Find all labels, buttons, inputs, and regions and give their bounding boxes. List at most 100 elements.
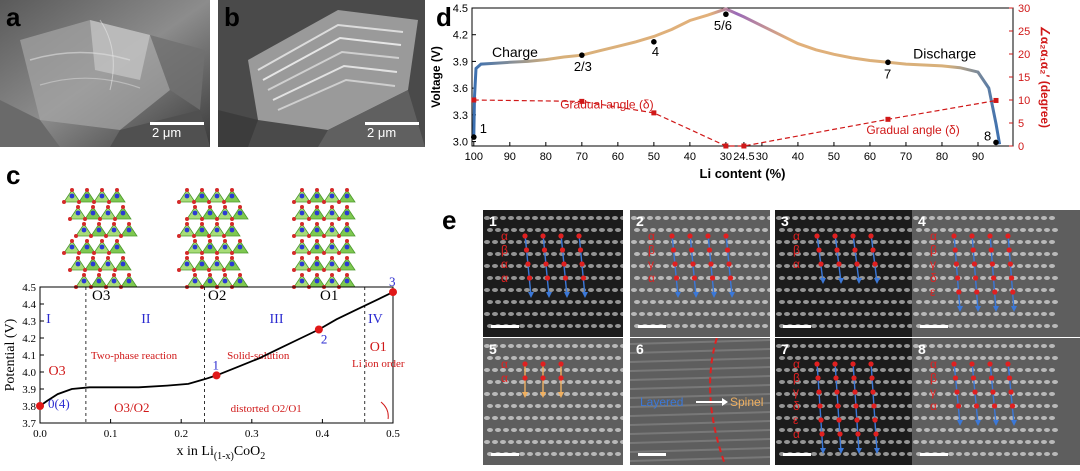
atom-column xyxy=(508,312,514,316)
atom-column xyxy=(754,252,760,256)
atom-column xyxy=(964,324,970,328)
atom-column xyxy=(620,440,623,444)
atom-column xyxy=(872,312,878,316)
tile-scale-bar xyxy=(783,453,811,456)
atom-column xyxy=(647,264,653,268)
oxygen-atom xyxy=(106,256,110,260)
oxygen-atom xyxy=(207,268,211,272)
atom-column xyxy=(532,264,538,268)
atom-column xyxy=(1028,228,1034,232)
atom-column xyxy=(940,356,946,360)
atom-column xyxy=(811,380,817,384)
atom-column xyxy=(880,288,886,292)
atom-column xyxy=(588,416,594,420)
atom-column xyxy=(985,312,991,316)
atom-column xyxy=(759,288,765,292)
atom-column xyxy=(784,440,790,444)
atom-column xyxy=(972,380,978,384)
sem-texture-a xyxy=(0,0,210,147)
atom-column xyxy=(924,428,930,432)
atom-column xyxy=(743,240,749,244)
atom-column xyxy=(674,228,680,232)
cobalt-atom xyxy=(299,227,305,233)
oxygen-atom xyxy=(345,239,349,243)
atom-column xyxy=(690,228,696,232)
atom-marker xyxy=(726,261,732,267)
atom-column xyxy=(767,264,770,268)
sem-image-a xyxy=(0,0,210,147)
atom-column xyxy=(875,228,881,232)
atom-column xyxy=(872,288,878,292)
atom-column xyxy=(639,240,645,244)
atom-marker xyxy=(559,247,566,253)
oxygen-atom xyxy=(106,205,110,209)
atom-column xyxy=(969,344,975,348)
atom-column xyxy=(859,428,865,432)
oxygen-atom xyxy=(345,188,349,192)
atom-column xyxy=(1049,216,1055,220)
atom-column xyxy=(1020,276,1026,280)
atom-column xyxy=(612,264,618,268)
atom-column xyxy=(1012,452,1018,456)
atom-column xyxy=(484,416,490,420)
atom-column xyxy=(1012,428,1018,432)
atom-column xyxy=(880,240,886,244)
stacking-label: β xyxy=(930,371,937,385)
atom-column xyxy=(591,452,597,456)
atom-column xyxy=(904,344,910,348)
atom-column xyxy=(492,264,498,268)
atom-column xyxy=(754,228,760,232)
marked-point xyxy=(314,325,323,334)
oxygen-atom xyxy=(97,222,101,226)
atom-column xyxy=(500,344,506,348)
atom-column xyxy=(824,368,830,372)
tile-number: 8 xyxy=(918,341,926,357)
atom-column xyxy=(508,344,514,348)
atom-column xyxy=(591,228,597,232)
atom-column xyxy=(891,300,897,304)
atom-column xyxy=(1028,428,1034,432)
atom-column xyxy=(559,404,565,408)
atom-column xyxy=(548,392,554,396)
oxygen-atom xyxy=(345,273,349,277)
oxygen-atom xyxy=(300,222,304,226)
y-tick-label: 3.8 xyxy=(22,401,36,413)
atom-column xyxy=(977,312,983,316)
tile-number: 2 xyxy=(636,213,644,229)
atom-column xyxy=(559,356,565,360)
x-tick-label: 0.5 xyxy=(386,428,400,440)
atom-column xyxy=(937,368,943,372)
atom-column xyxy=(722,276,728,280)
atom-column xyxy=(787,300,793,304)
oxygen-atom xyxy=(76,205,80,209)
atom-column xyxy=(956,380,962,384)
structure-label-o2: O2 xyxy=(208,288,226,304)
atom-column xyxy=(843,428,849,432)
atom-column xyxy=(824,344,830,348)
atom-column xyxy=(940,380,946,384)
atom-marker xyxy=(992,289,998,295)
angle-marker xyxy=(885,116,891,122)
atom-column xyxy=(759,312,765,316)
atom-column xyxy=(1036,228,1042,232)
atom-column xyxy=(1049,344,1055,348)
cobalt-atom xyxy=(207,210,213,216)
atom-column xyxy=(588,288,594,292)
atom-marker xyxy=(540,375,546,381)
cobalt-atom xyxy=(214,261,220,267)
atom-column xyxy=(511,404,517,408)
atom-column xyxy=(937,312,943,316)
atom-column xyxy=(543,228,549,232)
atom-column xyxy=(921,288,927,292)
atom-column xyxy=(945,288,951,292)
atom-column xyxy=(921,344,927,348)
atom-marker xyxy=(868,361,874,367)
atom-column xyxy=(929,392,935,396)
angle-marker xyxy=(723,143,729,149)
oxygen-atom xyxy=(322,268,326,272)
atom-column xyxy=(864,312,870,316)
cobalt-atom xyxy=(329,261,335,267)
atom-column xyxy=(1004,252,1010,256)
atom-column xyxy=(937,392,943,396)
atom-column xyxy=(859,452,865,456)
